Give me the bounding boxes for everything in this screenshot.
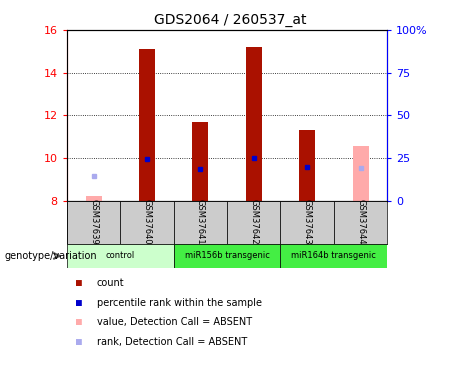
Text: GSM37643: GSM37643: [302, 200, 312, 245]
Text: ■: ■: [76, 278, 82, 288]
Bar: [67, 244, 174, 268]
Text: miR156b transgenic: miR156b transgenic: [184, 251, 270, 260]
Text: GDS2064 / 260537_at: GDS2064 / 260537_at: [154, 13, 307, 27]
Bar: [227, 201, 280, 244]
Bar: [174, 201, 227, 244]
Bar: [334, 201, 387, 244]
Bar: [139, 49, 155, 201]
Bar: [246, 47, 262, 201]
Text: control: control: [106, 251, 135, 260]
Bar: [280, 201, 334, 244]
Bar: [280, 244, 387, 268]
Text: miR164b transgenic: miR164b transgenic: [291, 251, 376, 260]
Bar: [353, 146, 368, 201]
Text: GSM37644: GSM37644: [356, 200, 365, 245]
Bar: [86, 196, 101, 201]
Text: GSM37641: GSM37641: [196, 200, 205, 245]
Text: rank, Detection Call = ABSENT: rank, Detection Call = ABSENT: [97, 337, 247, 346]
Bar: [67, 201, 120, 244]
Text: value, Detection Call = ABSENT: value, Detection Call = ABSENT: [97, 317, 252, 327]
Text: percentile rank within the sample: percentile rank within the sample: [97, 298, 262, 307]
Bar: [299, 130, 315, 201]
Text: GSM37642: GSM37642: [249, 200, 258, 245]
Bar: [192, 122, 208, 201]
Text: GSM37640: GSM37640: [142, 200, 152, 245]
Bar: [120, 201, 174, 244]
Text: ■: ■: [76, 317, 82, 327]
Text: GSM37639: GSM37639: [89, 200, 98, 245]
Bar: [174, 244, 280, 268]
Text: ■: ■: [76, 337, 82, 346]
Text: count: count: [97, 278, 124, 288]
Text: ■: ■: [76, 298, 82, 307]
Text: genotype/variation: genotype/variation: [5, 251, 97, 261]
